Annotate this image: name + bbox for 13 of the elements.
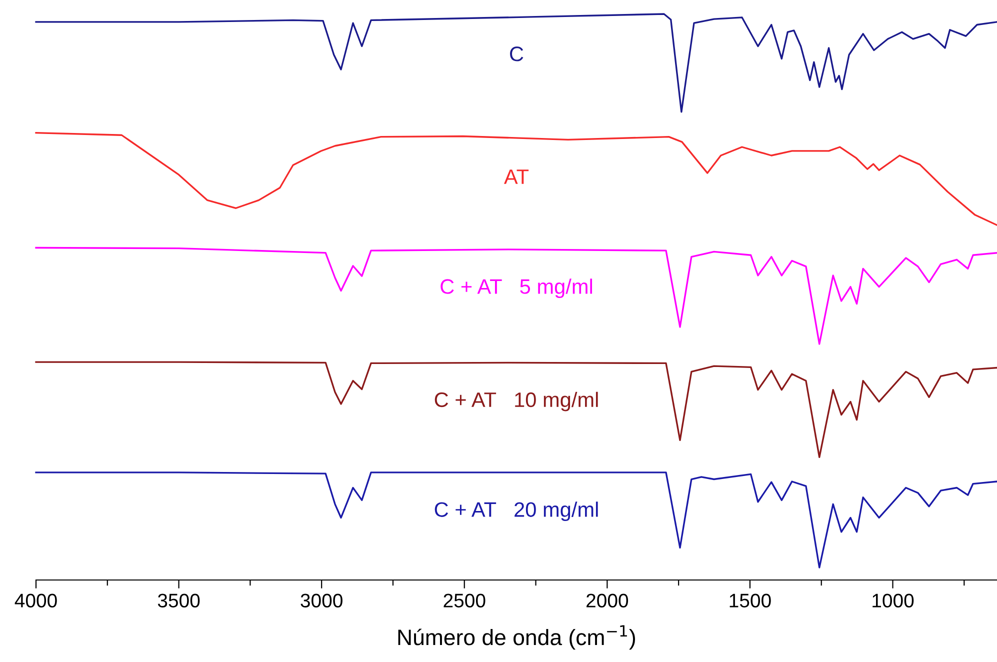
- x-tick-label: 4000: [14, 594, 57, 608]
- series-label: C + AT 5 mg/ml: [440, 278, 592, 298]
- series-label: AT: [504, 170, 529, 184]
- series-label: C + AT 20 mg/ml: [434, 502, 598, 522]
- x-tick-label: 1500: [730, 594, 771, 608]
- x-tick-label: 2000: [586, 594, 628, 608]
- series-label: C: [510, 46, 524, 62]
- x-tick-label: 2500: [444, 594, 486, 608]
- x-tick-label: 1000: [872, 594, 914, 608]
- x-tick-label: 3500: [158, 594, 200, 608]
- x-tick-label: 3000: [300, 594, 342, 608]
- series-label: C + AT 10 mg/ml: [434, 392, 598, 412]
- x-axis-title: Número de onda (cm$^{−1}$): [398, 625, 636, 650]
